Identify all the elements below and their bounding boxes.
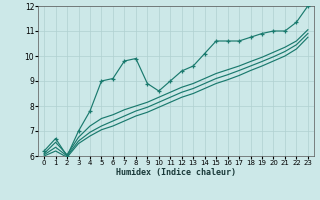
X-axis label: Humidex (Indice chaleur): Humidex (Indice chaleur) (116, 168, 236, 177)
